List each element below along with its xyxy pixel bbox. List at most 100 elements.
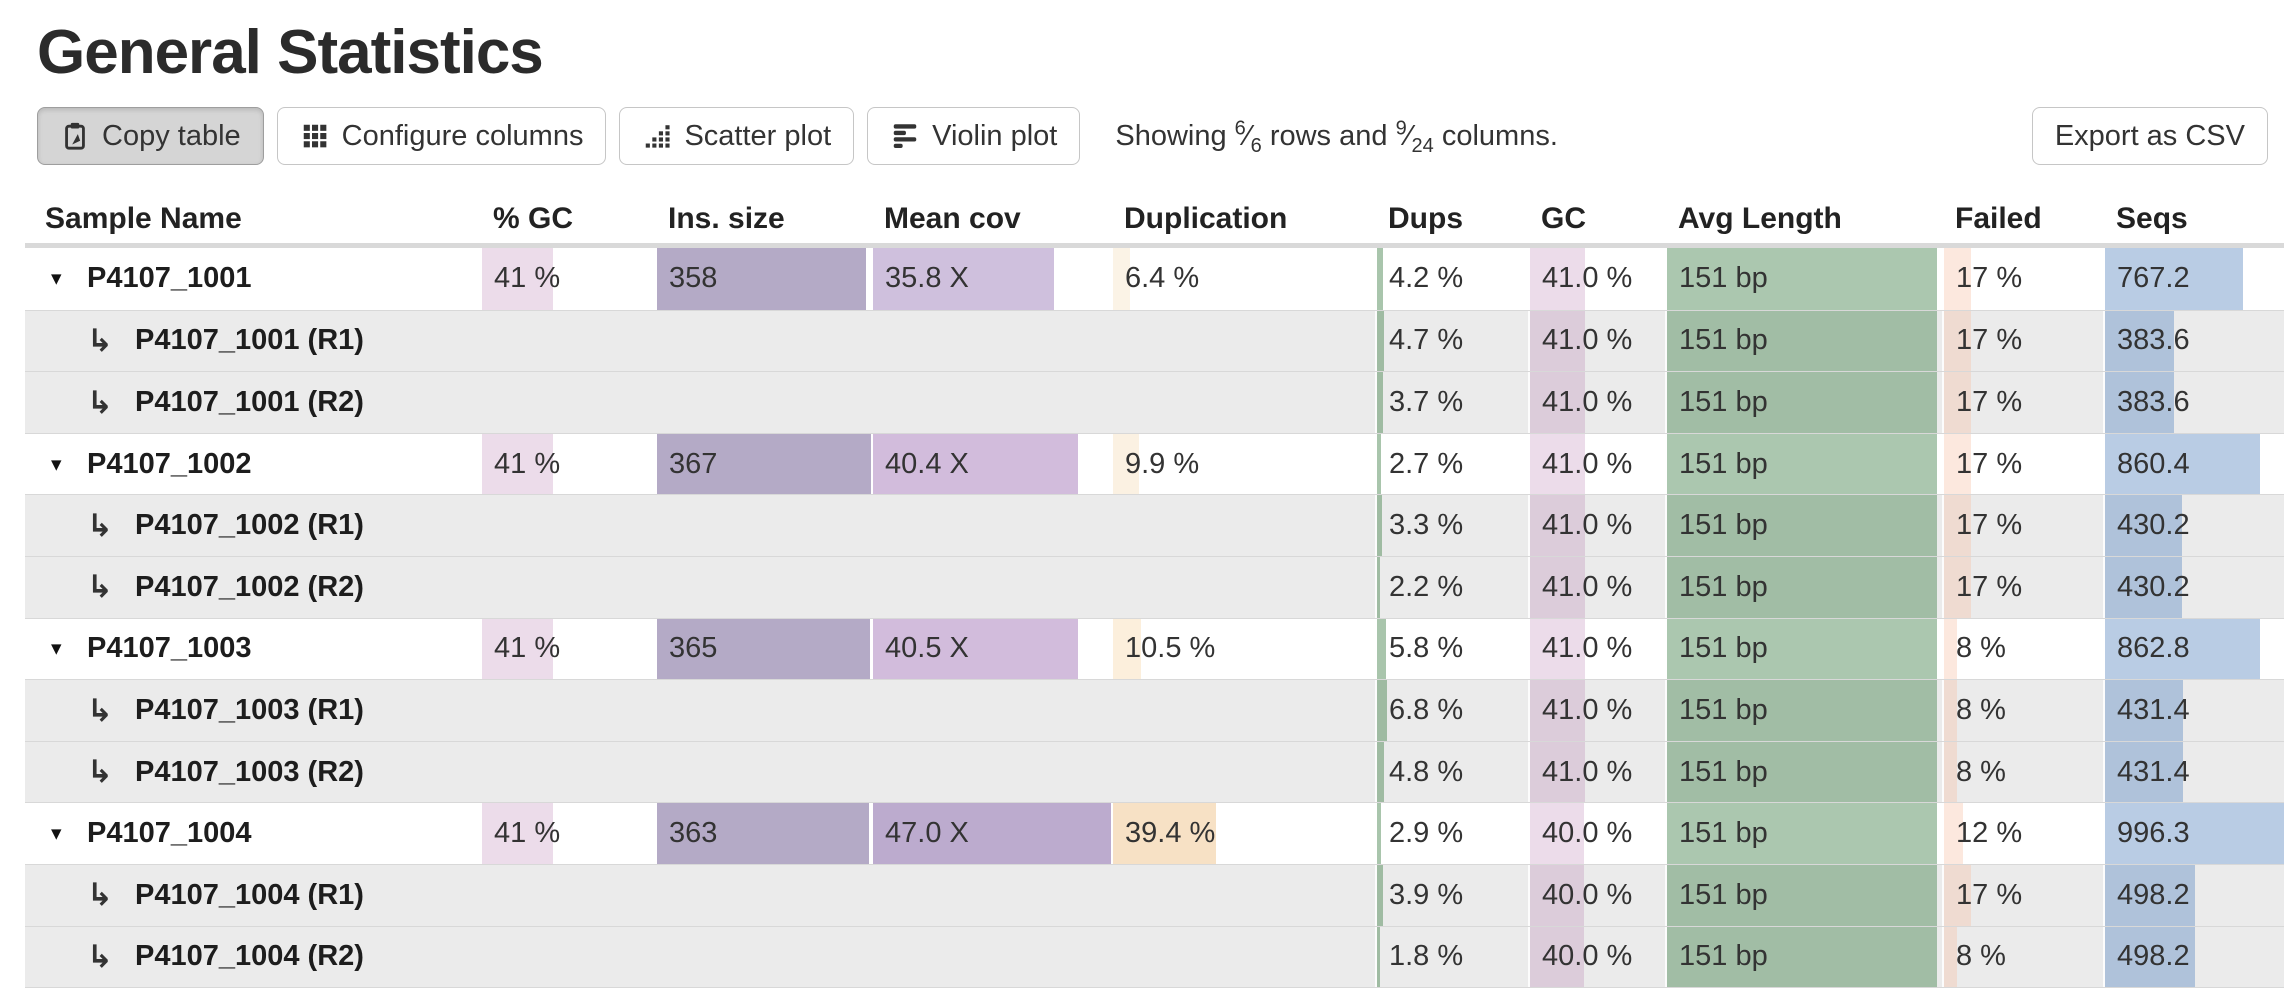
column-header-sample-name[interactable]: Sample Name (45, 202, 242, 236)
value-cell (480, 311, 655, 372)
column-header-ins-size[interactable]: Ins. size (668, 202, 785, 236)
row-marker-icon[interactable]: ▾ (51, 637, 62, 661)
sample-name: P4107_1001 (87, 262, 252, 295)
scatter-plot-button[interactable]: Scatter plot (619, 107, 855, 166)
data-bar (1944, 495, 1972, 557)
cell-value: 40.5 X (885, 632, 969, 665)
data-bar (2105, 372, 2174, 433)
value-cell: 41.0 % (1528, 372, 1665, 433)
cell-value: 3.3 % (1389, 509, 1464, 542)
cell-value: 365 (669, 632, 718, 665)
sample-name-cell[interactable]: ▾ P4107_1003 (25, 619, 480, 680)
cell-value: 3.7 % (1389, 386, 1464, 419)
column-header-avg-length[interactable]: Avg Length (1678, 202, 1842, 236)
value-cell: 40.4 X (871, 433, 1111, 495)
value-cell: 4.2 % (1375, 248, 1528, 310)
copy-table-button[interactable]: Copy table (37, 107, 264, 166)
row-marker-icon[interactable]: ↳ (87, 877, 113, 913)
cell-value: 6.8 % (1389, 694, 1464, 727)
table-row: ▾ P4107_1003 41 % 365 40.5 X 10.5 % 5.8 … (25, 617, 2284, 680)
data-bar (1944, 926, 1957, 988)
export-csv-button[interactable]: Export as CSV (2031, 107, 2268, 166)
value-cell: 151 bp (1665, 495, 1942, 557)
column-header-mean-cov[interactable]: Mean cov (884, 202, 1021, 236)
value-cell: 12 % (1942, 803, 2103, 865)
data-bar (1377, 372, 1383, 433)
value-cell: 41 % (480, 248, 655, 310)
sample-name-cell[interactable]: ▾ P4107_1002 (25, 434, 480, 495)
value-cell: 151 bp (1665, 865, 1942, 926)
value-cell: 17 % (1942, 865, 2103, 926)
cell-value: 41 % (494, 632, 561, 665)
data-bar (1944, 803, 1964, 865)
data-bar (1377, 803, 1382, 865)
sample-name: P4107_1002 (R1) (135, 509, 364, 542)
cell-value: 151 bp (1679, 694, 1768, 727)
column-header-dups[interactable]: Dups (1388, 202, 1463, 236)
cell-value: 151 bp (1679, 570, 1768, 603)
row-marker-icon[interactable]: ↳ (87, 507, 113, 543)
value-cell (871, 927, 1111, 988)
sample-name: P4107_1004 (87, 817, 252, 850)
cell-value: 41.0 % (1542, 570, 1633, 603)
value-cell (871, 311, 1111, 372)
data-bar (1377, 926, 1380, 988)
value-cell: 151 bp (1665, 803, 1942, 865)
data-bar (1944, 741, 1957, 803)
table-subrow: ↳ P4107_1001 (R1) 4.7 % 41.0 % 151 bp 17… (25, 309, 2284, 372)
cell-value: 151 bp (1679, 632, 1768, 665)
column-header-seqs[interactable]: Seqs (2116, 202, 2188, 236)
cell-value: 151 bp (1679, 940, 1768, 973)
data-bar (1377, 680, 1388, 741)
data-bar (1530, 926, 1584, 988)
row-marker-icon[interactable]: ↳ (87, 322, 113, 358)
column-header-gc[interactable]: GC (1541, 202, 1586, 236)
column-header-pct-gc[interactable]: % GC (493, 202, 574, 236)
data-bar (1530, 557, 1586, 618)
table-subrow: ↳ P4107_1001 (R2) 3.7 % 41.0 % 151 bp 17… (25, 371, 2284, 433)
sample-name-cell: ↳ P4107_1004 (R2) (25, 927, 480, 988)
value-cell: 498.2 (2103, 865, 2284, 926)
value-cell (655, 927, 871, 988)
cell-value: 430.2 (2117, 570, 2190, 603)
column-header-duplication[interactable]: Duplication (1124, 202, 1288, 236)
row-marker-icon[interactable]: ↳ (87, 569, 113, 605)
row-marker-icon[interactable]: ↳ (87, 384, 113, 420)
data-bar (2105, 680, 2183, 741)
row-marker-icon[interactable]: ▾ (51, 452, 62, 476)
showing-summary: Showing 6⁄6 rows and 9⁄24 columns. (1115, 116, 1558, 157)
value-cell: 358 (655, 248, 871, 310)
sample-name-cell[interactable]: ▾ P4107_1001 (25, 248, 480, 310)
value-cell: 4.8 % (1375, 741, 1528, 803)
sample-name-cell: ↳ P4107_1002 (R1) (25, 495, 480, 556)
column-header-failed[interactable]: Failed (1955, 202, 2042, 236)
data-bar (1944, 433, 1972, 495)
data-bar (657, 618, 870, 680)
cell-value: 8 % (1956, 755, 2006, 788)
table-toolbar: Copy table Configure columns (37, 107, 2268, 166)
row-marker-icon[interactable]: ↳ (87, 754, 113, 790)
table-body: ▾ P4107_1001 41 % 358 35.8 X 6.4 % 4.2 %… (25, 248, 2284, 988)
data-bar (1377, 618, 1386, 680)
value-cell: 151 bp (1665, 372, 1942, 433)
value-cell: 363 (655, 803, 871, 865)
row-marker-icon[interactable]: ↳ (87, 938, 113, 974)
data-bar (2105, 926, 2195, 988)
data-bar (1667, 865, 1937, 926)
data-bar (2105, 618, 2260, 680)
data-bar (1530, 741, 1586, 803)
table-row: ▾ P4107_1001 41 % 358 35.8 X 6.4 % 4.2 %… (25, 248, 2284, 310)
row-marker-icon[interactable]: ▾ (51, 267, 62, 291)
value-cell (1111, 742, 1375, 803)
cell-value: 151 bp (1679, 509, 1768, 542)
data-bar (2105, 557, 2183, 618)
page-title: General Statistics (37, 18, 544, 87)
cell-value: 41.0 % (1542, 694, 1633, 727)
cell-value: 41.0 % (1542, 509, 1633, 542)
configure-columns-button[interactable]: Configure columns (276, 107, 607, 166)
row-marker-icon[interactable]: ▾ (51, 822, 62, 846)
row-marker-icon[interactable]: ↳ (87, 692, 113, 728)
data-bar (1530, 248, 1586, 310)
violin-plot-button[interactable]: Violin plot (867, 107, 1081, 166)
sample-name-cell[interactable]: ▾ P4107_1004 (25, 803, 480, 864)
